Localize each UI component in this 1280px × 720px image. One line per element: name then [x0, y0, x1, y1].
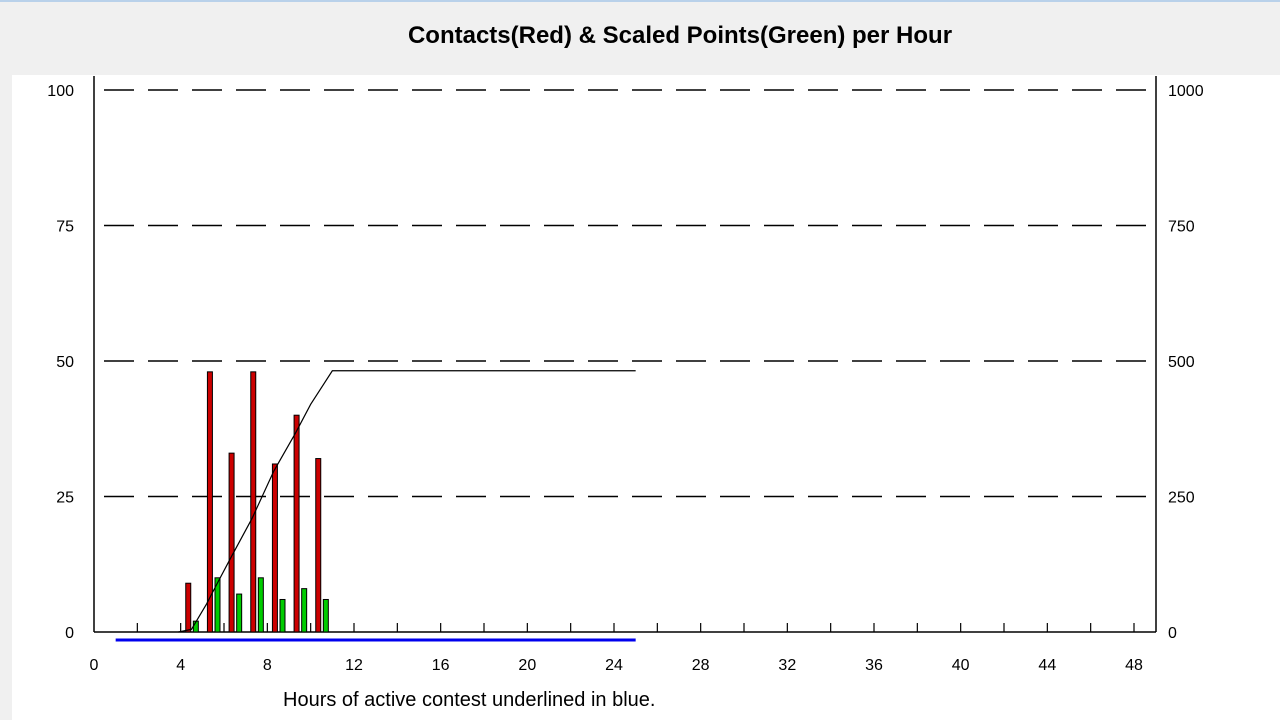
- contacts-bar: [315, 458, 322, 633]
- points-bar: [279, 598, 286, 633]
- cumulative-line: [178, 370, 636, 633]
- chart-title: Contacts(Red) & Scaled Points(Green) per…: [407, 22, 953, 49]
- x-tick-label: 48: [1125, 657, 1143, 674]
- x-tick-label: 12: [345, 657, 363, 674]
- window-top-border: [0, 0, 1280, 2]
- y-tick-label-left: 25: [56, 490, 74, 507]
- y-tick-label-left: 100: [47, 83, 74, 100]
- y-tick-label-left: 75: [56, 219, 74, 236]
- contacts-bar: [250, 371, 257, 633]
- points-bar: [257, 577, 264, 633]
- contacts-bar: [206, 371, 213, 633]
- contacts-bar: [185, 582, 192, 633]
- points-bar: [236, 593, 243, 633]
- x-tick-label: 36: [865, 657, 883, 674]
- x-tick-label: 20: [518, 657, 536, 674]
- x-tick-label: 32: [778, 657, 796, 674]
- contacts-bar: [271, 463, 278, 633]
- points-bar: [322, 598, 329, 633]
- x-tick-label: 40: [952, 657, 970, 674]
- y-tick-label-left: 0: [65, 625, 74, 642]
- contacts-bar: [293, 414, 300, 633]
- x-tick-label: 4: [176, 657, 185, 674]
- y-tick-label-right: 500: [1168, 354, 1195, 371]
- points-bar: [214, 577, 221, 633]
- points-bar: [301, 588, 308, 633]
- contacts-bar: [228, 452, 235, 633]
- plot-background: [12, 75, 1280, 720]
- y-tick-label-right: 0: [1168, 625, 1177, 642]
- y-tick-label-right: 1000: [1168, 83, 1204, 100]
- x-tick-label: 8: [263, 657, 272, 674]
- x-tick-label: 0: [90, 657, 99, 674]
- y-tick-label-right: 250: [1168, 490, 1195, 507]
- x-tick-label: 24: [605, 657, 623, 674]
- y-tick-label-right: 750: [1168, 219, 1195, 236]
- x-tick-label: 44: [1038, 657, 1056, 674]
- x-axis-label: Hours of active contest underlined in bl…: [283, 689, 656, 711]
- x-tick-label: 16: [432, 657, 450, 674]
- x-tick-label: 28: [692, 657, 710, 674]
- y-tick-label-left: 50: [56, 354, 74, 371]
